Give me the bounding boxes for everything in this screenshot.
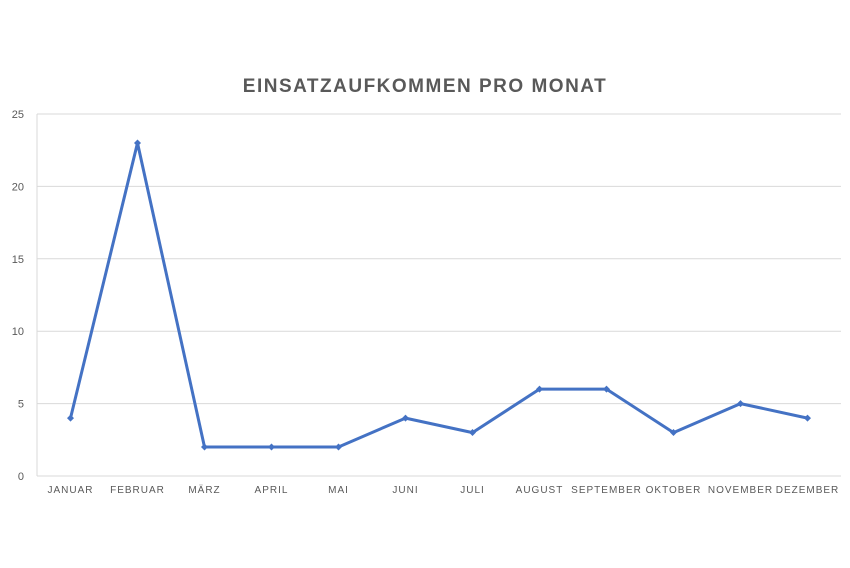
data-point: [536, 385, 543, 393]
data-point: [335, 443, 342, 451]
y-tick-label: 25: [12, 109, 24, 121]
x-tick-label: JANUAR: [47, 485, 93, 496]
y-tick-label: 10: [12, 326, 24, 338]
data-point: [603, 385, 610, 393]
data-point: [268, 443, 275, 451]
x-tick-label: OKTOBER: [646, 485, 702, 496]
x-tick-label: FEBRUAR: [110, 485, 165, 496]
data-point: [804, 414, 811, 422]
x-tick-label: NOVEMBER: [708, 485, 773, 496]
y-tick-label: 15: [12, 254, 24, 266]
x-tick-label: MÄRZ: [188, 484, 220, 496]
x-tick-label: DEZEMBER: [776, 485, 840, 496]
data-point: [469, 429, 476, 437]
data-point: [670, 429, 677, 437]
y-tick-label: 0: [18, 471, 24, 483]
x-tick-label: JULI: [460, 485, 485, 496]
data-point: [67, 414, 74, 422]
x-tick-label: JUNI: [392, 485, 418, 496]
data-point: [134, 139, 141, 147]
chart-title: EINSATZAUFKOMMEN PRO MONAT: [242, 76, 608, 97]
data-point: [201, 443, 208, 451]
x-tick-label: MAI: [328, 485, 349, 496]
x-tick-label: APRIL: [255, 485, 289, 496]
data-point: [737, 400, 744, 408]
y-tick-label: 5: [18, 399, 24, 411]
data-point: [402, 414, 409, 422]
series-line: [69, 141, 809, 449]
x-tick-label: AUGUST: [516, 485, 564, 496]
x-tick-label: SEPTEMBER: [571, 485, 642, 496]
y-tick-label: 20: [12, 181, 24, 193]
